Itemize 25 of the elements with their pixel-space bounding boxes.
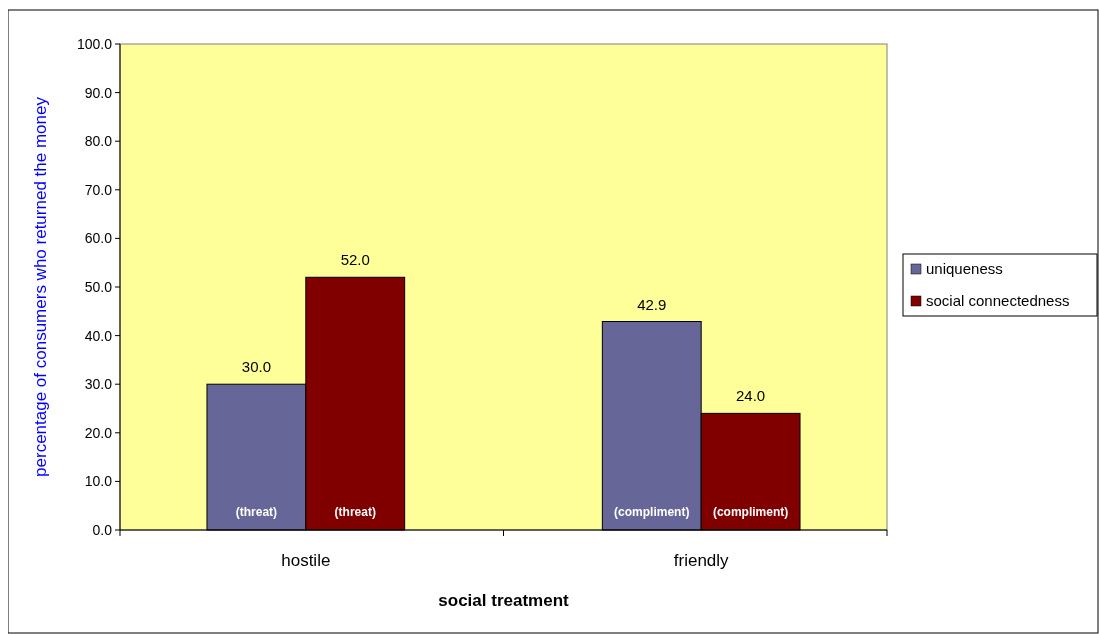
y-tick-label: 60.0	[84, 230, 113, 247]
y-tick-label: 50.0	[84, 278, 113, 295]
annotation: (threat)	[235, 505, 278, 519]
y-axis-title: percentage of consumers who returned the money	[31, 96, 50, 477]
data-label: 42.9	[637, 295, 667, 313]
y-tick-label: 0.0	[92, 521, 113, 538]
y-tick-label: 30.0	[84, 376, 113, 393]
y-tick-label: 40.0	[84, 327, 113, 344]
legend-label: social connectedness	[926, 292, 1070, 310]
data-label: 30.0	[241, 358, 271, 376]
x-tick-label: friendly	[673, 551, 730, 570]
y-tick-label: 70.0	[84, 181, 113, 198]
y-tick-label: 80.0	[84, 133, 113, 150]
annotation: (threat)	[334, 505, 376, 519]
data-label: 52.0	[340, 251, 370, 269]
x-axis-title: social treatment	[438, 591, 570, 610]
annotation: (compliment)	[712, 505, 789, 519]
y-tick-label: 10.0	[84, 473, 113, 490]
y-tick-label: 100.0	[76, 35, 113, 52]
legend-label: uniqueness	[926, 260, 1003, 278]
x-tick-label: hostile	[281, 551, 331, 570]
y-tick-label: 20.0	[84, 424, 113, 441]
y-tick-label: 90.0	[84, 84, 113, 101]
annotation: (compliment)	[614, 505, 690, 519]
data-label: 24.0	[736, 387, 766, 405]
